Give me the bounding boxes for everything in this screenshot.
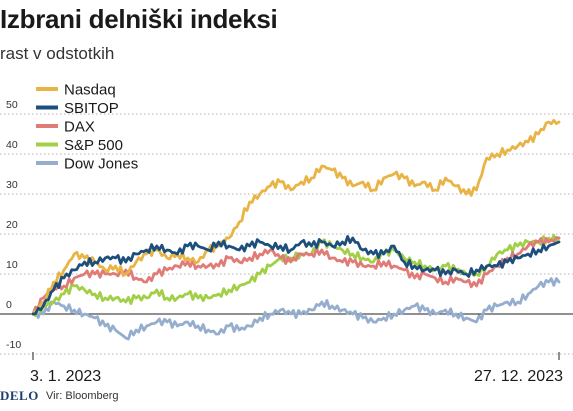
chart-series xyxy=(31,118,561,341)
y-tick-label: 30 xyxy=(6,179,18,191)
y-tick-label: 20 xyxy=(6,219,18,231)
y-tick-label: 40 xyxy=(6,139,18,151)
chart-title: Izbrani delniški indeksi xyxy=(0,4,278,34)
x-axis: 3. 1. 2023 27. 12. 2023 xyxy=(30,352,563,385)
y-axis-ticks: -10 0 10 20 30 40 50 xyxy=(6,99,21,351)
series-line-dow-jones xyxy=(31,277,561,341)
series-line-nasdaq xyxy=(31,118,561,316)
source-note: Vir: Bloomberg xyxy=(46,390,119,402)
chart-subtitle: rast v odstotkih xyxy=(0,44,115,63)
y-tick-label: -10 xyxy=(6,339,21,351)
y-tick-label: 10 xyxy=(6,259,18,271)
x-tick-label-start: 3. 1. 2023 xyxy=(30,368,101,385)
brand-logo: DELO xyxy=(0,388,39,403)
legend-label: S&P 500 xyxy=(64,137,123,154)
legend-label: Dow Jones xyxy=(64,156,138,173)
y-tick-label: 0 xyxy=(6,299,12,311)
legend-label: SBITOP xyxy=(64,100,119,117)
y-tick-label: 50 xyxy=(6,99,18,111)
legend-label: DAX xyxy=(64,119,95,136)
x-tick-label-end: 27. 12. 2023 xyxy=(474,368,563,385)
series-line-sbitop xyxy=(31,235,561,316)
legend-label: Nasdaq xyxy=(64,82,116,99)
